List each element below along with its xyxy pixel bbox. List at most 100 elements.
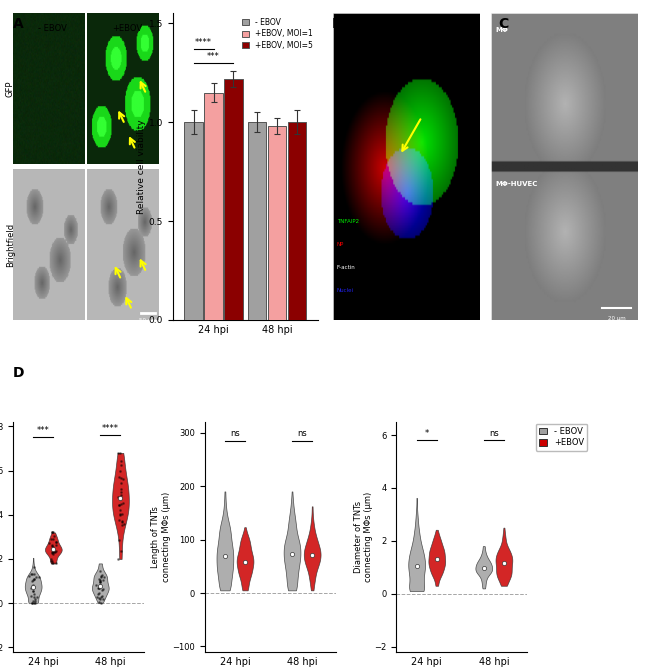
Point [116, 546, 126, 556]
Point [51, 536, 61, 547]
Point [51, 540, 62, 550]
Point [95, 580, 105, 591]
Point [46, 556, 57, 567]
Point [29, 581, 39, 592]
Point [46, 554, 56, 564]
Point [48, 534, 58, 544]
Point [98, 575, 109, 585]
Point [94, 592, 104, 603]
Point [117, 490, 127, 501]
Text: ns: ns [230, 429, 240, 438]
Point [25, 569, 36, 579]
Point [96, 570, 106, 581]
Point [30, 596, 40, 607]
Y-axis label: Length of TNTs
connecting MΦs (μm): Length of TNTs connecting MΦs (μm) [152, 492, 171, 582]
Point [114, 515, 124, 526]
Text: MΦ-HUVEC: MΦ-HUVEC [495, 181, 538, 187]
Point [117, 509, 127, 519]
Point [51, 536, 61, 547]
Legend: - EBOV, +EBOV: - EBOV, +EBOV [536, 423, 587, 451]
Point [48, 547, 59, 558]
Point [95, 572, 105, 583]
Point [44, 538, 55, 549]
Point [47, 527, 57, 538]
Point [48, 545, 59, 556]
Point [48, 530, 59, 541]
Point [116, 460, 126, 470]
Point [31, 572, 41, 583]
Point [116, 499, 126, 510]
Point [27, 581, 38, 591]
Text: D: D [13, 366, 25, 380]
Point [46, 548, 57, 558]
Point [115, 499, 125, 510]
Point [94, 594, 105, 605]
Point [95, 577, 105, 588]
Point [95, 565, 105, 576]
Point [117, 516, 128, 527]
Point [47, 544, 57, 555]
Point [48, 548, 59, 559]
Text: 20 μm: 20 μm [608, 316, 626, 321]
Point [29, 569, 39, 580]
Point [118, 498, 129, 509]
Text: Nuclei: Nuclei [337, 288, 353, 293]
Point [27, 569, 37, 579]
Point [94, 588, 105, 599]
Point [96, 598, 106, 609]
Point [27, 598, 38, 609]
Point [28, 575, 38, 585]
Point [115, 472, 126, 483]
Text: TNFAIP2: TNFAIP2 [337, 219, 359, 224]
Text: ns: ns [489, 429, 499, 437]
Point [29, 598, 39, 609]
Point [49, 544, 59, 554]
Text: B: B [332, 17, 342, 31]
Point [27, 581, 38, 591]
Point [97, 569, 107, 580]
Y-axis label: GFP: GFP [6, 81, 15, 97]
Point [47, 546, 57, 557]
Point [113, 534, 124, 545]
Point [90, 579, 101, 590]
Point [97, 585, 107, 595]
Point [98, 593, 108, 604]
Point [46, 534, 56, 544]
Point [115, 504, 126, 515]
Text: MΦ: MΦ [495, 28, 508, 34]
Bar [184, 122, 202, 320]
Bar [268, 126, 286, 320]
Point [27, 575, 37, 586]
Point [94, 575, 105, 586]
Point [46, 527, 57, 538]
Point [115, 466, 126, 477]
Point [94, 581, 104, 591]
Point [93, 583, 104, 593]
Text: ***: *** [207, 52, 220, 61]
Point [48, 527, 58, 538]
Text: C: C [498, 17, 508, 31]
Point [31, 592, 42, 603]
Point [26, 591, 36, 601]
Point [96, 591, 107, 601]
Text: ****: **** [195, 38, 212, 47]
Point [94, 577, 105, 588]
Point [99, 571, 109, 582]
Point [116, 493, 126, 503]
Point [48, 546, 58, 557]
Point [96, 592, 106, 603]
Bar [204, 93, 223, 320]
Point [113, 448, 124, 458]
Point [47, 558, 57, 569]
Point [47, 540, 57, 551]
Point [29, 574, 39, 585]
Point [115, 471, 125, 482]
Point [117, 519, 127, 530]
Point [114, 499, 124, 510]
Point [26, 583, 36, 593]
Bar [288, 122, 306, 320]
Point [24, 571, 35, 581]
Point [92, 588, 103, 599]
Point [28, 586, 38, 597]
Legend: - EBOV, +EBOV, MOI=1, +EBOV, MOI=5: - EBOV, +EBOV, MOI=1, +EBOV, MOI=5 [239, 15, 316, 52]
